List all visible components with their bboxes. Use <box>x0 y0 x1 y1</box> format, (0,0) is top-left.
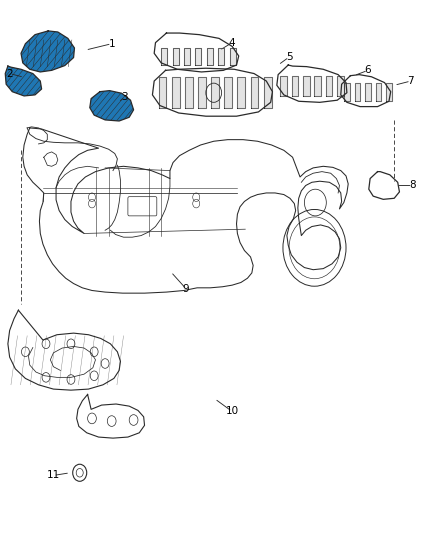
Polygon shape <box>264 77 272 108</box>
Polygon shape <box>237 77 245 108</box>
Polygon shape <box>195 48 201 65</box>
Text: 6: 6 <box>364 66 371 75</box>
Polygon shape <box>355 83 360 101</box>
Polygon shape <box>218 48 224 65</box>
Polygon shape <box>172 77 180 108</box>
Polygon shape <box>173 48 179 65</box>
Polygon shape <box>224 77 232 108</box>
Polygon shape <box>376 83 381 101</box>
Polygon shape <box>251 77 258 108</box>
Polygon shape <box>344 83 350 101</box>
Text: 10: 10 <box>226 407 239 416</box>
Text: 4: 4 <box>229 38 236 47</box>
Polygon shape <box>161 48 167 65</box>
Polygon shape <box>90 91 134 121</box>
Polygon shape <box>303 76 310 96</box>
Polygon shape <box>207 48 213 65</box>
Polygon shape <box>184 48 190 65</box>
Polygon shape <box>386 83 392 101</box>
Polygon shape <box>21 31 74 72</box>
Polygon shape <box>198 77 206 108</box>
Text: 7: 7 <box>407 76 414 86</box>
Polygon shape <box>337 76 344 96</box>
Text: 3: 3 <box>121 92 128 102</box>
Text: 11: 11 <box>47 471 60 480</box>
Polygon shape <box>159 77 166 108</box>
Text: 9: 9 <box>183 284 190 294</box>
Polygon shape <box>211 77 219 108</box>
Polygon shape <box>230 48 236 65</box>
Polygon shape <box>365 83 371 101</box>
Text: 1: 1 <box>108 39 115 49</box>
Polygon shape <box>5 66 42 96</box>
Text: 8: 8 <box>409 181 416 190</box>
Polygon shape <box>185 77 193 108</box>
Polygon shape <box>280 76 287 96</box>
Polygon shape <box>292 76 298 96</box>
Text: 2: 2 <box>6 69 13 78</box>
Polygon shape <box>314 76 321 96</box>
Polygon shape <box>326 76 332 96</box>
Text: 5: 5 <box>286 52 293 62</box>
